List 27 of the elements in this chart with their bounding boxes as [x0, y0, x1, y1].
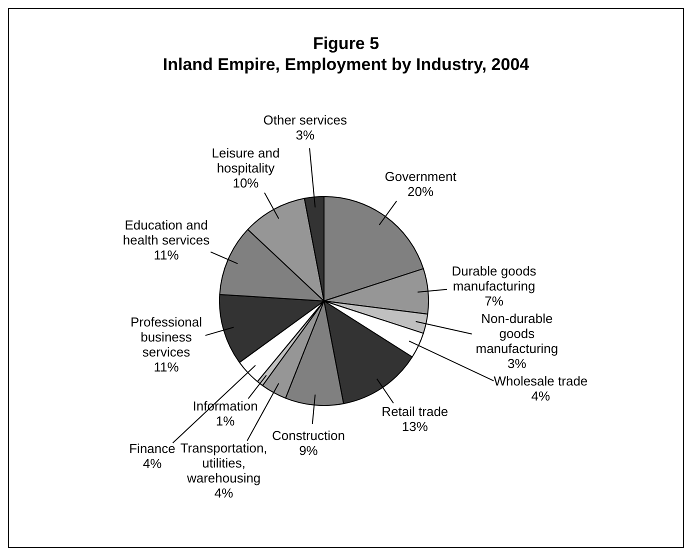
data-label: 3% [508, 356, 527, 371]
data-label: 11% [154, 359, 180, 374]
slice-label: Construction [272, 428, 345, 443]
slice-label: Durable goods manufacturing [452, 263, 537, 294]
slice-label: Wholesale trade [494, 373, 588, 388]
slice-label: Transportation, utilities, warehousing [180, 440, 268, 486]
data-label: 1% [216, 413, 236, 428]
slice-label: Retail trade [382, 404, 448, 419]
data-label: 4% [214, 486, 234, 501]
data-label: 4% [531, 388, 551, 404]
chart-title: Figure 5 [312, 33, 380, 54]
slice-label: Government [384, 168, 457, 184]
slice-label: Non-durable goods manufacturing [476, 310, 558, 356]
data-label: 13% [402, 418, 428, 434]
slice-label: Education and health services [122, 218, 210, 248]
chart-subtitle: Inland Empire, Employment by Industry, 2004 [162, 54, 530, 75]
slice-label: Finance [129, 440, 176, 456]
data-label: 4% [142, 456, 162, 471]
data-label: 7% [484, 293, 504, 308]
data-label: 10% [232, 175, 260, 190]
data-label: 3% [296, 127, 315, 142]
data-label: 11% [154, 248, 180, 263]
slice-label: Professional business services [130, 314, 202, 360]
data-label: 9% [299, 442, 318, 458]
data-label: 20% [408, 184, 434, 199]
slice-label: Other services [263, 112, 348, 128]
slice-label: Leisure and hospitality [212, 145, 280, 176]
